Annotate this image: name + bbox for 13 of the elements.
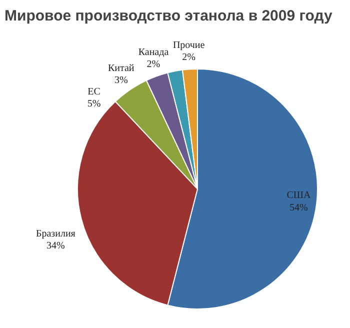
data-label: 2% — [182, 52, 196, 64]
data-label: 5% — [87, 98, 101, 110]
slice-label: ЕС — [88, 86, 101, 98]
data-label: 2% — [146, 59, 160, 70]
slice-label: Китай — [108, 62, 135, 74]
slice-label: Канада — [138, 47, 170, 58]
data-label: 34% — [46, 240, 65, 252]
slice-label: США — [286, 190, 312, 202]
slice-label: Прочие — [172, 40, 206, 52]
data-label: 54% — [290, 202, 308, 214]
slice-label: Бразилия — [36, 228, 76, 240]
data-label: 3% — [114, 74, 128, 86]
chart-title: Мировое производство этанола в 2009 году — [4, 8, 333, 24]
